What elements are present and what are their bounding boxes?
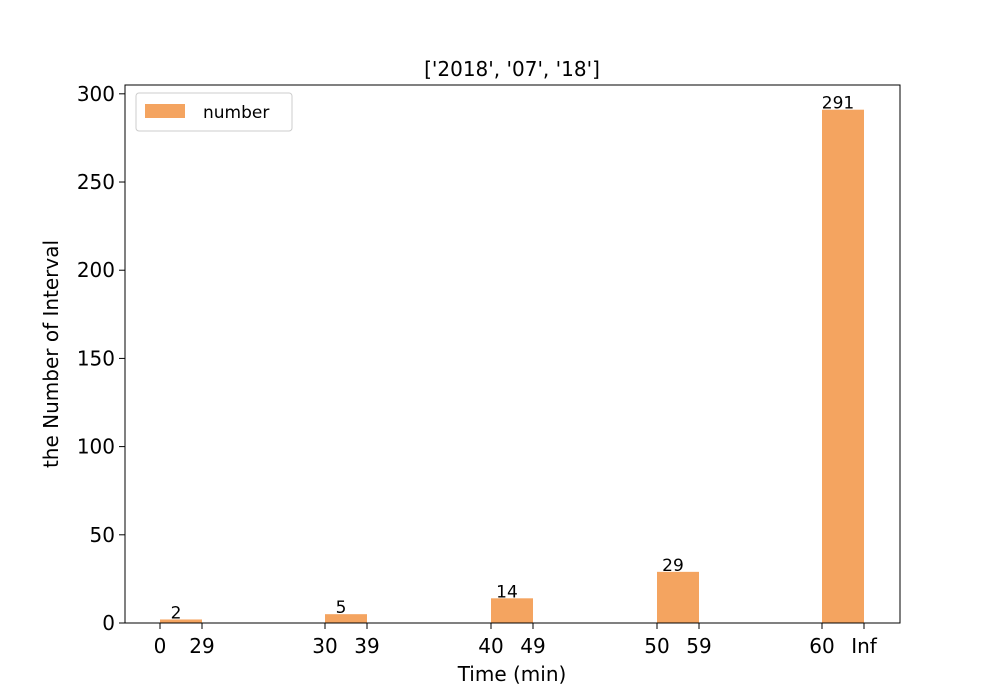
chart-title: ['2018', '07', '18'] xyxy=(424,57,600,81)
data-label: 29 xyxy=(662,556,684,576)
x-tick-label: 30 xyxy=(312,634,337,658)
plot-frame xyxy=(124,84,901,624)
x-axis: 0 29 30 39 40 49 50 59 60 Inf xyxy=(154,623,878,658)
legend: number xyxy=(135,92,293,132)
y-tick-label: 200 xyxy=(77,258,115,282)
x-tick-label: 49 xyxy=(520,634,545,658)
x-tick-label: 39 xyxy=(354,634,379,658)
y-tick-label: 50 xyxy=(90,523,115,547)
x-tick-label: 50 xyxy=(644,634,669,658)
x-tick-label: 0 xyxy=(154,634,167,658)
legend-swatch xyxy=(145,104,185,118)
bar-60-Inf xyxy=(822,109,864,624)
y-axis-label: the Number of Interval xyxy=(39,240,63,468)
y-tick-label: 150 xyxy=(77,346,115,370)
y-tick-label: 100 xyxy=(77,435,115,459)
bars-group xyxy=(160,109,864,624)
data-label: 291 xyxy=(822,94,854,114)
data-labels-group: 2 5 14 29 291 xyxy=(171,94,855,624)
bar-30-39 xyxy=(325,614,367,623)
x-axis-label: Time (min) xyxy=(457,662,567,686)
y-axis: 0 50 100 150 200 250 300 xyxy=(77,82,125,635)
bar-40-49 xyxy=(491,598,533,623)
legend-box xyxy=(135,92,293,132)
x-tick-label: Inf xyxy=(851,634,878,658)
y-tick-label: 0 xyxy=(102,611,115,635)
data-label: 14 xyxy=(496,582,518,602)
data-label: 2 xyxy=(171,603,182,623)
bar-50-59 xyxy=(657,571,699,623)
bar-0-29 xyxy=(160,619,202,623)
data-label: 5 xyxy=(336,598,347,618)
x-tick-label: 29 xyxy=(189,634,214,658)
y-tick-label: 250 xyxy=(77,170,115,194)
y-tick-label: 300 xyxy=(77,82,115,106)
x-tick-label: 40 xyxy=(478,634,503,658)
x-tick-label: 60 xyxy=(809,634,834,658)
legend-label: number xyxy=(203,103,269,123)
x-tick-label: 59 xyxy=(686,634,711,658)
